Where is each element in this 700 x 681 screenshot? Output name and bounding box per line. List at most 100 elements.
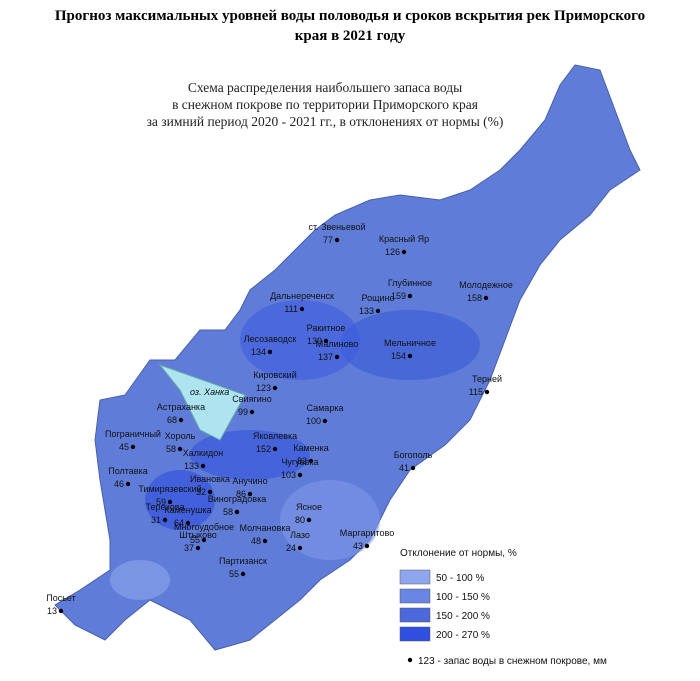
zone — [340, 310, 480, 380]
station-dot — [375, 308, 381, 314]
station-value: 99 — [238, 407, 248, 417]
station-dot — [306, 517, 312, 523]
station-name: Штыково — [179, 530, 217, 540]
station-name: Посьет — [46, 593, 76, 603]
station-dot — [401, 249, 407, 255]
station-dot — [195, 545, 201, 551]
station-name: Каменушка — [164, 505, 211, 515]
station-dot — [58, 608, 64, 614]
station-value: 159 — [391, 291, 406, 301]
station-name: Чугуевка — [281, 457, 318, 467]
station-dot — [322, 418, 328, 424]
station-name: Самарка — [307, 403, 344, 413]
title: края в 2021 году — [295, 28, 406, 44]
station-dot — [334, 237, 340, 243]
station-dot — [240, 571, 246, 577]
station-value: 77 — [323, 235, 333, 245]
station-value: 59 — [156, 497, 166, 507]
station-value: 55 — [229, 569, 239, 579]
station-name: Маргаритово — [340, 528, 394, 538]
station-name: Ракитное — [307, 323, 346, 333]
station-name: Свиягино — [232, 394, 271, 404]
station-dot — [483, 295, 489, 301]
station-value: 43 — [353, 541, 363, 551]
station-value: 58 — [166, 444, 176, 454]
zone — [240, 300, 360, 380]
legend-label: 50 - 100 % — [436, 573, 484, 584]
station-dot — [247, 491, 253, 497]
zone — [190, 430, 310, 480]
station-value: 45 — [119, 442, 129, 452]
station-dot — [297, 545, 303, 551]
lake-label: оз. Ханка — [190, 387, 229, 397]
station-name: Мельничное — [384, 338, 436, 348]
station-value: 55 — [190, 535, 200, 545]
station-name: Лесозаводск — [244, 334, 297, 344]
station-dot — [297, 472, 303, 478]
station-value: 46 — [114, 479, 124, 489]
station-name: Дальнереченск — [270, 291, 334, 301]
subtitle: за зимний период 2020 - 2021 гг., в откл… — [147, 114, 504, 129]
lake — [158, 363, 246, 441]
legend-dot — [407, 657, 413, 663]
station-dot — [272, 385, 278, 391]
subtitle: в снежном покрове по территории Приморск… — [172, 97, 478, 112]
station-dot — [323, 338, 329, 344]
station-dot — [177, 446, 183, 452]
legend-label: 200 - 270 % — [436, 630, 490, 641]
legend-swatch — [399, 588, 431, 604]
station-dot — [130, 444, 136, 450]
station-name: Пограничный — [105, 429, 161, 439]
station-name: Кировский — [253, 370, 296, 380]
station-value: 64 — [174, 518, 184, 528]
station-value: 137 — [318, 352, 333, 362]
station-value: 48 — [251, 536, 261, 546]
station-name: Каменка — [293, 443, 329, 453]
station-value: 32 — [196, 487, 206, 497]
title: Прогноз максимальных уровней воды полово… — [55, 8, 645, 24]
station-dot — [167, 499, 173, 505]
station-value: 100 — [306, 416, 321, 426]
station-name: Виноградовка — [208, 494, 266, 504]
station-name: Тимирязевский — [138, 484, 201, 494]
station-dot — [162, 517, 168, 523]
station-value: 133 — [184, 461, 199, 471]
station-name: Ивановка — [190, 474, 230, 484]
zone — [145, 470, 215, 530]
zone — [110, 560, 170, 600]
station-name: Хороль — [165, 431, 196, 441]
legend-label: 150 - 200 % — [436, 611, 490, 622]
station-name: Астраханка — [157, 402, 205, 412]
station-dot — [185, 520, 191, 526]
station-dot — [364, 543, 370, 549]
legend-label: 100 - 150 % — [436, 592, 490, 603]
station-dot — [262, 538, 268, 544]
station-value: 13 — [47, 606, 57, 616]
station-value: 111 — [284, 304, 298, 314]
legend-swatch — [399, 607, 431, 623]
legend-swatch — [399, 626, 431, 642]
station-name: Ясное — [296, 502, 322, 512]
station-dot — [308, 458, 314, 464]
station-dot — [407, 353, 413, 359]
station-name: Рощино — [361, 293, 394, 303]
zone — [280, 480, 380, 560]
station-value: 158 — [467, 293, 482, 303]
station-dot — [249, 409, 255, 415]
station-dot — [407, 293, 413, 299]
station-value: 80 — [295, 515, 305, 525]
station-name: Молодежное — [459, 280, 513, 290]
station-value: 152 — [256, 444, 271, 454]
station-value: 134 — [251, 347, 266, 357]
station-name: Молчановка — [239, 523, 290, 533]
station-value: 37 — [184, 543, 194, 553]
station-dot — [272, 446, 278, 452]
station-name: Красный Яр — [379, 234, 429, 244]
station-dot — [267, 349, 273, 355]
station-value: 126 — [385, 247, 400, 257]
station-dot — [334, 354, 340, 360]
station-dot — [178, 417, 184, 423]
station-value: 139 — [307, 336, 322, 346]
station-value: 115 — [469, 387, 483, 397]
station-dot — [410, 465, 416, 471]
